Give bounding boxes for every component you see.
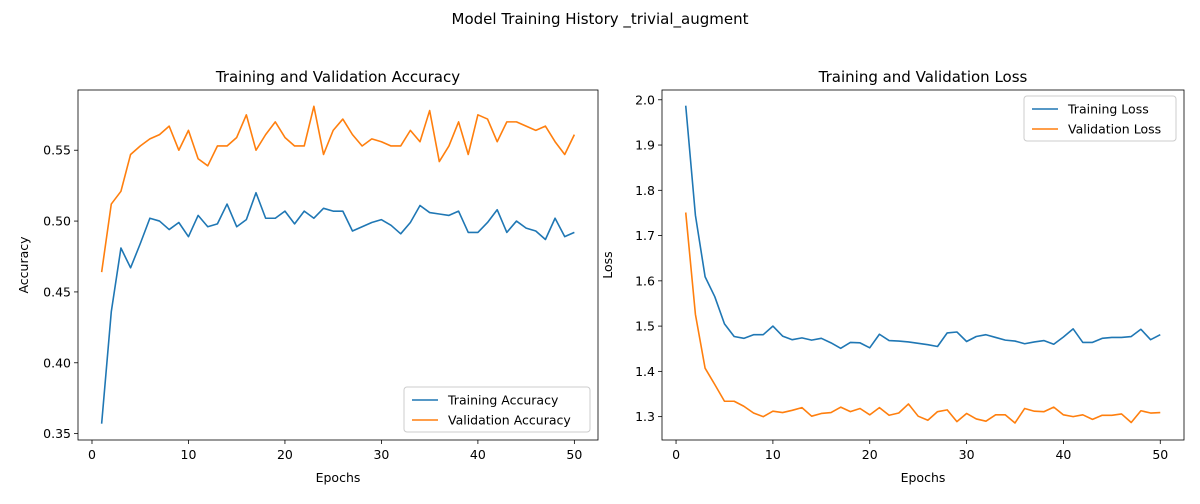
series-line-training-loss [684, 105, 1161, 350]
y-tick-label: 1.5 [635, 319, 655, 334]
legend-entry: Validation Accuracy [448, 413, 571, 428]
charts-container: Training and Validation Accuracy 0 10 20 30 4… [16, 68, 1185, 485]
y-tick-label: 1.6 [635, 273, 655, 288]
x-tick-label: 40 [470, 447, 486, 462]
legend-entry: Training Loss [1067, 102, 1149, 117]
legend-box [403, 386, 591, 433]
y-tick-label: 0.55 [43, 143, 71, 158]
plot-frame [77, 89, 599, 441]
y-tick-label: 0.50 [43, 214, 71, 229]
x-tick-label: 10 [765, 447, 781, 462]
chart-0: Training and Validation Accuracy 0 10 20 30 4… [16, 68, 599, 485]
series-line-validation-accuracy [100, 105, 576, 273]
x-tick-label: 50 [1152, 447, 1168, 462]
x-tick-label: 0 [672, 447, 680, 462]
y-tick-label: 1.9 [635, 138, 655, 153]
x-tick-label: 20 [277, 447, 293, 462]
x-tick-label: 0 [88, 447, 96, 462]
legend-box [1023, 95, 1177, 142]
y-tick-label: 2.0 [635, 92, 655, 107]
x-axis-label: Epochs [901, 470, 946, 485]
legend: Training Loss Validation Loss [1023, 95, 1177, 142]
x-axis-label: Epochs [316, 470, 361, 485]
y-tick-label: 0.40 [43, 355, 71, 370]
y-axis-label: Loss [600, 251, 615, 278]
x-tick-label: 30 [959, 447, 975, 462]
y-tick-label: 0.45 [43, 284, 71, 299]
series-line-training-accuracy [100, 191, 575, 424]
y-axis-label: Accuracy [16, 236, 31, 294]
chart-title: Training and Validation Loss [818, 68, 1028, 86]
chart-1: Training and Validation Loss 0 10 20 30 40 50 1… [600, 68, 1185, 485]
x-tick-label: 40 [1055, 447, 1071, 462]
y-tick-label: 1.8 [635, 183, 655, 198]
figure-suptitle: Model Training History _trivial_augment [452, 10, 749, 29]
x-tick-label: 20 [862, 447, 878, 462]
x-tick-label: 30 [373, 447, 389, 462]
chart-title: Training and Validation Accuracy [215, 68, 460, 86]
x-tick-label: 50 [566, 447, 582, 462]
legend-entry: Validation Loss [1068, 122, 1161, 137]
x-tick-label: 10 [181, 447, 197, 462]
y-tick-label: 1.3 [635, 409, 655, 424]
plot-frame [661, 89, 1185, 441]
y-tick-label: 0.35 [43, 426, 71, 441]
y-tick-label: 1.7 [635, 228, 655, 243]
series-line-validation-loss [684, 212, 1161, 424]
legend: Training Accuracy Validation Accuracy [403, 386, 591, 433]
y-tick-label: 1.4 [635, 364, 655, 379]
legend-entry: Training Accuracy [447, 393, 559, 408]
